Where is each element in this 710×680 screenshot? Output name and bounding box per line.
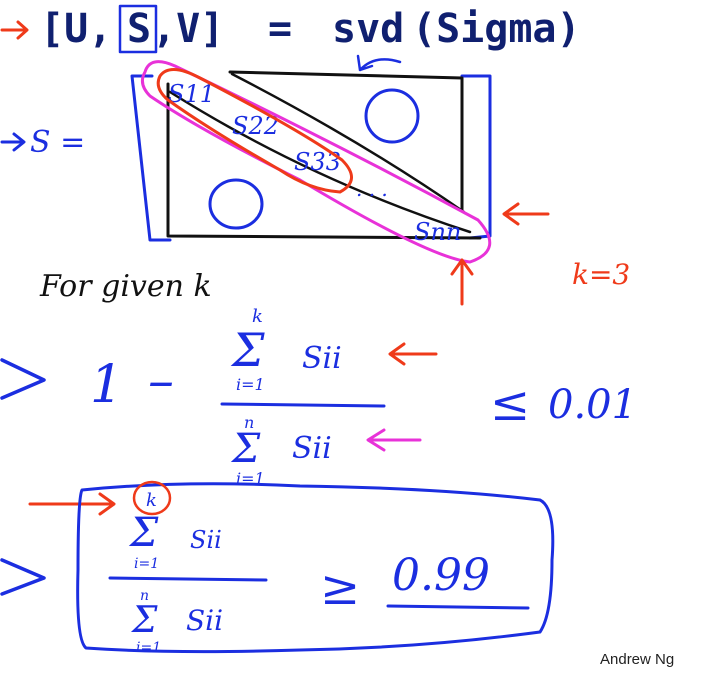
f2-den-term: Sii xyxy=(186,604,223,637)
s33-entry: S33 xyxy=(294,148,341,176)
f1-num-sigma: Σ xyxy=(230,323,265,377)
k-value: k=3 xyxy=(572,258,630,291)
code-equals: = xyxy=(268,6,292,52)
blue-arrow-icon xyxy=(356,54,402,72)
f2-num-lower: i=1 xyxy=(134,556,159,572)
f2-num-upper: k xyxy=(146,490,157,511)
s-highlight-box xyxy=(118,4,158,54)
blue-arrow-icon xyxy=(0,358,46,400)
code-args: (Sigma) xyxy=(412,6,581,52)
f1-den-upper: n xyxy=(244,413,254,432)
k-circle xyxy=(132,480,172,516)
blue-arrow-icon xyxy=(0,558,46,596)
f2-den-lower: i=1 xyxy=(136,640,161,656)
formula1-one: 1 xyxy=(90,355,123,415)
red-topk-loop xyxy=(156,68,353,194)
f2-den-upper: n xyxy=(140,588,149,604)
pink-arrow-icon xyxy=(366,428,422,452)
snn-entry: Snn xyxy=(414,218,461,246)
zero-circle-icon xyxy=(208,178,264,230)
f2-fraction-bar xyxy=(108,576,268,582)
threshold-001: 0.01 xyxy=(548,382,637,428)
diagonal-line xyxy=(230,72,466,214)
diagonal-line xyxy=(168,90,472,234)
f1-num-upper: k xyxy=(252,306,263,327)
matrix-frame xyxy=(166,70,482,240)
diagonal-dots: . . . xyxy=(356,177,388,201)
for-given-label: For given k xyxy=(39,269,212,304)
red-arrow-icon xyxy=(450,258,474,306)
left-bracket xyxy=(130,74,172,242)
matrix-label: S = xyxy=(30,125,85,160)
underline xyxy=(386,604,530,610)
red-arrow-icon xyxy=(0,20,29,40)
s11-entry: S11 xyxy=(168,80,215,108)
threshold-099: 0.99 xyxy=(392,550,490,601)
red-arrow-icon xyxy=(28,492,116,516)
formula1-minus: – xyxy=(148,351,174,411)
author-credit: Andrew Ng xyxy=(600,651,674,668)
zero-circle-icon xyxy=(364,88,420,144)
code-bracket-u: [U, xyxy=(40,6,112,52)
leq-sign: ≤ xyxy=(490,376,530,432)
red-arrow-icon xyxy=(388,342,438,366)
geq-sign: ≥ xyxy=(320,560,360,616)
code-svd: svd xyxy=(332,6,404,52)
f2-den-sigma: Σ xyxy=(130,600,158,641)
result-box xyxy=(76,482,555,654)
f1-den-sigma: Σ xyxy=(230,426,261,472)
code-s: S xyxy=(127,6,151,52)
f1-fraction-bar xyxy=(220,402,386,408)
f1-den-term: Sii xyxy=(292,431,332,466)
f1-num-lower: i=1 xyxy=(236,375,265,394)
f2-num-term: Sii xyxy=(190,526,222,554)
f2-num-sigma: Σ xyxy=(128,510,159,556)
red-arrow-icon xyxy=(502,202,550,226)
f1-num-term: Sii xyxy=(302,341,342,376)
code-rest: ,V] xyxy=(152,6,224,52)
blue-arrow-icon xyxy=(0,132,26,152)
